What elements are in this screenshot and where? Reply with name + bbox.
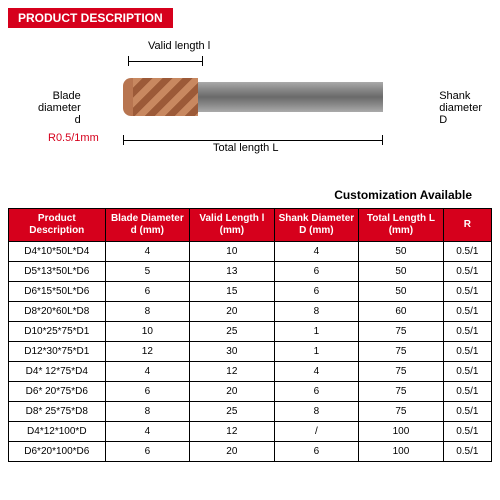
table-cell: D4*10*50L*D4 bbox=[9, 242, 106, 262]
total-length-label: Total length L bbox=[213, 142, 278, 154]
table-cell: 20 bbox=[190, 302, 275, 322]
table-header: Shank Diameter D (mm) bbox=[274, 209, 359, 242]
table-row: D4*10*50L*D44104500.5/1 bbox=[9, 242, 492, 262]
section-header: PRODUCT DESCRIPTION bbox=[8, 8, 173, 28]
table-cell: D8*20*60L*D8 bbox=[9, 302, 106, 322]
table-header: Blade Diameter d (mm) bbox=[105, 209, 190, 242]
table-cell: 15 bbox=[190, 282, 275, 302]
customization-note: Customization Available bbox=[8, 188, 472, 202]
table-row: D4*12*100*D412/1000.5/1 bbox=[9, 422, 492, 442]
table-cell: D6*20*100*D6 bbox=[9, 442, 106, 462]
table-row: D4* 12*75*D44124750.5/1 bbox=[9, 362, 492, 382]
table-cell: 6 bbox=[105, 282, 190, 302]
table-cell: 6 bbox=[105, 382, 190, 402]
tool-image bbox=[123, 78, 383, 116]
table-row: D12*30*75*D112301750.5/1 bbox=[9, 342, 492, 362]
table-cell: 4 bbox=[105, 362, 190, 382]
table-cell: 0.5/1 bbox=[443, 422, 491, 442]
table-cell: 13 bbox=[190, 262, 275, 282]
table-cell: 5 bbox=[105, 262, 190, 282]
table-cell: 0.5/1 bbox=[443, 242, 491, 262]
table-row: D8* 25*75*D88258750.5/1 bbox=[9, 402, 492, 422]
table-cell: 4 bbox=[274, 362, 359, 382]
table-cell: 0.5/1 bbox=[443, 262, 491, 282]
table-header: Product Description bbox=[9, 209, 106, 242]
table-cell: D6*15*50L*D6 bbox=[9, 282, 106, 302]
table-cell: 8 bbox=[274, 302, 359, 322]
table-cell: 4 bbox=[274, 242, 359, 262]
table-cell: 0.5/1 bbox=[443, 282, 491, 302]
table-cell: 60 bbox=[359, 302, 444, 322]
table-cell: 75 bbox=[359, 362, 444, 382]
table-header: R bbox=[443, 209, 491, 242]
table-cell: 12 bbox=[190, 362, 275, 382]
table-cell: 75 bbox=[359, 322, 444, 342]
table-cell: 12 bbox=[105, 342, 190, 362]
table-row: D5*13*50L*D65136500.5/1 bbox=[9, 262, 492, 282]
tool-tip bbox=[123, 78, 133, 116]
table-cell: 50 bbox=[359, 262, 444, 282]
table-cell: 30 bbox=[190, 342, 275, 362]
table-row: D6*15*50L*D66156500.5/1 bbox=[9, 282, 492, 302]
table-header: Total Length L (mm) bbox=[359, 209, 444, 242]
table-cell: 8 bbox=[105, 402, 190, 422]
table-cell: D8* 25*75*D8 bbox=[9, 402, 106, 422]
table-row: D8*20*60L*D88208600.5/1 bbox=[9, 302, 492, 322]
table-cell: 6 bbox=[274, 282, 359, 302]
tool-shank bbox=[198, 82, 383, 112]
table-cell: 4 bbox=[105, 422, 190, 442]
spec-table: Product DescriptionBlade Diameter d (mm)… bbox=[8, 208, 492, 462]
table-cell: 10 bbox=[105, 322, 190, 342]
table-cell: D12*30*75*D1 bbox=[9, 342, 106, 362]
table-row: D6*20*100*D662061000.5/1 bbox=[9, 442, 492, 462]
table-cell: 75 bbox=[359, 402, 444, 422]
tool-diagram: Valid length l Blade diameter d Shank di… bbox=[38, 40, 492, 180]
table-cell: 0.5/1 bbox=[443, 402, 491, 422]
table-cell: 6 bbox=[274, 442, 359, 462]
table-cell: 50 bbox=[359, 282, 444, 302]
table-cell: 0.5/1 bbox=[443, 442, 491, 462]
table-cell: / bbox=[274, 422, 359, 442]
table-cell: 10 bbox=[190, 242, 275, 262]
table-cell: 1 bbox=[274, 322, 359, 342]
table-cell: 0.5/1 bbox=[443, 302, 491, 322]
table-cell: D6* 20*75*D6 bbox=[9, 382, 106, 402]
table-header: Valid Length l (mm) bbox=[190, 209, 275, 242]
table-row: D10*25*75*D110251750.5/1 bbox=[9, 322, 492, 342]
table-cell: 0.5/1 bbox=[443, 362, 491, 382]
radius-label: R0.5/1mm bbox=[48, 132, 99, 144]
table-cell: D4* 12*75*D4 bbox=[9, 362, 106, 382]
table-cell: 0.5/1 bbox=[443, 322, 491, 342]
table-cell: D10*25*75*D1 bbox=[9, 322, 106, 342]
table-cell: 20 bbox=[190, 382, 275, 402]
table-cell: 12 bbox=[190, 422, 275, 442]
shank-diameter-label: Shank diameter D bbox=[439, 90, 482, 126]
table-cell: 0.5/1 bbox=[443, 382, 491, 402]
table-cell: 4 bbox=[105, 242, 190, 262]
table-cell: 25 bbox=[190, 402, 275, 422]
table-cell: 6 bbox=[105, 442, 190, 462]
blade-diameter-label: Blade diameter d bbox=[38, 90, 81, 126]
table-cell: 8 bbox=[105, 302, 190, 322]
table-cell: 0.5/1 bbox=[443, 342, 491, 362]
tool-flute bbox=[133, 78, 198, 116]
table-cell: 75 bbox=[359, 382, 444, 402]
table-cell: 25 bbox=[190, 322, 275, 342]
table-cell: 100 bbox=[359, 442, 444, 462]
table-cell: D5*13*50L*D6 bbox=[9, 262, 106, 282]
table-cell: D4*12*100*D bbox=[9, 422, 106, 442]
table-cell: 6 bbox=[274, 262, 359, 282]
table-row: D6* 20*75*D66206750.5/1 bbox=[9, 382, 492, 402]
valid-length-dimension bbox=[128, 56, 203, 66]
table-cell: 6 bbox=[274, 382, 359, 402]
table-cell: 1 bbox=[274, 342, 359, 362]
table-cell: 50 bbox=[359, 242, 444, 262]
table-cell: 20 bbox=[190, 442, 275, 462]
table-cell: 8 bbox=[274, 402, 359, 422]
valid-length-label: Valid length l bbox=[148, 40, 210, 52]
table-cell: 75 bbox=[359, 342, 444, 362]
table-cell: 100 bbox=[359, 422, 444, 442]
